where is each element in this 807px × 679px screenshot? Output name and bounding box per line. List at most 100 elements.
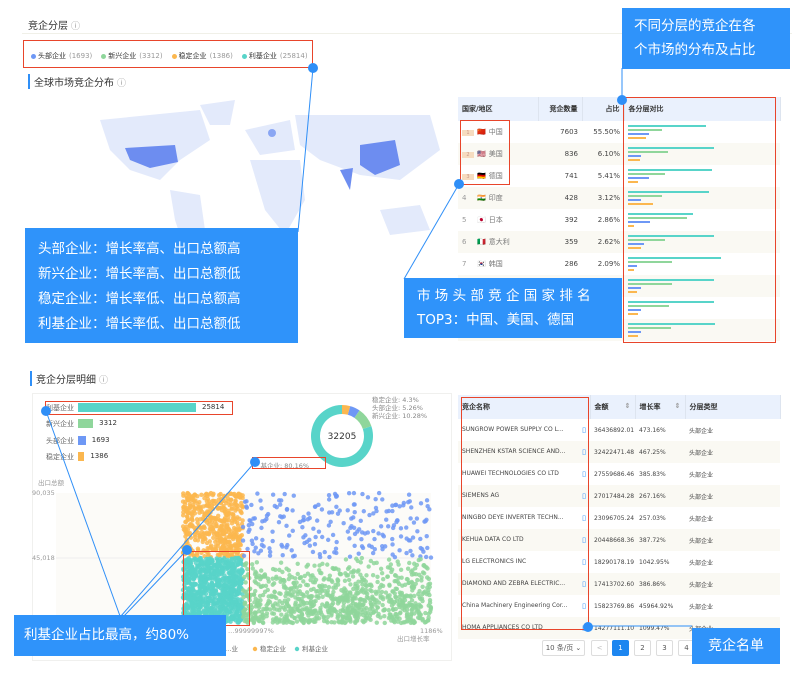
tier-compare-bar xyxy=(628,331,642,333)
detail-icon[interactable]: ▯ xyxy=(582,448,586,456)
prev-page-button[interactable]: < xyxy=(591,640,608,656)
detail-icon[interactable]: ▯ xyxy=(582,470,586,478)
sort-icon[interactable]: ⇕ xyxy=(624,402,631,410)
country-row[interactable]: 5 🇯🇵 日本 392 2.86% xyxy=(458,209,780,231)
detail-icon[interactable]: ▯ xyxy=(582,514,586,522)
legend-label[interactable]: 利基企业 xyxy=(248,52,277,60)
scatter-point xyxy=(298,574,304,580)
scatter-legend-item[interactable]: 稳定企业 xyxy=(260,644,287,653)
scatter-point xyxy=(208,490,214,496)
company-name[interactable]: HUAWEI TECHNOLOGIES CO LTD xyxy=(462,470,559,477)
scatter-point xyxy=(368,611,374,616)
company-name[interactable]: SUNGROW POWER SUPPLY CO L... xyxy=(462,426,564,433)
country-row[interactable] xyxy=(458,297,780,319)
sort-icon[interactable]: ⇕ xyxy=(674,402,681,410)
scatter-point xyxy=(327,554,332,560)
company-row[interactable]: DIAMOND AND ZEBRA ELECTRIC... ▯ 17413702.6… xyxy=(458,573,780,595)
country-row[interactable]: 1 🇨🇳 中国 7603 55.50% xyxy=(458,121,780,143)
legend-label[interactable]: 新兴企业 xyxy=(108,52,137,60)
scatter-point xyxy=(410,553,415,558)
scatter-legend-item[interactable]: 利基企业 xyxy=(302,644,329,653)
legend-label[interactable]: 稳定企业 xyxy=(178,52,207,60)
company-name[interactable]: SIEMENS AG xyxy=(462,492,500,499)
scatter-point xyxy=(347,614,352,619)
info-icon[interactable]: ⓘ xyxy=(71,22,81,32)
tier-cell: 头部企业 xyxy=(689,603,714,611)
country-row[interactable]: 2 🇺🇸 美国 836 6.10% xyxy=(458,143,780,165)
info-icon[interactable]: ⓘ xyxy=(117,79,127,89)
detail-icon[interactable]: ▯ xyxy=(582,426,586,434)
country-row[interactable]: 3 🇩🇪 德国 741 5.41% xyxy=(458,165,780,187)
country-row[interactable]: 7 🇰🇷 韩国 286 2.09% xyxy=(458,253,780,275)
tier-compare-bar xyxy=(628,261,673,263)
tier-cell: 头部企业 xyxy=(685,573,780,595)
scatter-point xyxy=(353,593,358,598)
company-row[interactable]: KEHUA DATA CO LTD ▯ 20448668.36 387.72% 头部企业 xyxy=(458,529,780,551)
scatter-point xyxy=(321,577,326,582)
scatter-point xyxy=(380,497,385,502)
tier-compare-bar xyxy=(628,203,654,205)
company-row[interactable]: HUAWEI TECHNOLOGIES CO LTD ▯ 27559686.46 38… xyxy=(458,463,780,485)
scatter-point xyxy=(181,504,186,510)
scatter-point xyxy=(300,592,306,597)
page-3-button[interactable]: 3 xyxy=(656,640,673,656)
scatter-point xyxy=(418,536,423,542)
detail-icon[interactable]: ▯ xyxy=(582,602,586,610)
scatter-point xyxy=(254,560,260,565)
bar-新兴企业[interactable] xyxy=(78,419,94,429)
scatter-point xyxy=(313,598,318,604)
company-row[interactable]: SHENZHEN KSTAR SCIENCE AND... ▯ 32422471.4… xyxy=(458,441,780,463)
scatter-point xyxy=(348,619,353,624)
scatter-point xyxy=(183,519,188,525)
scatter-point xyxy=(347,611,352,616)
detail-icon[interactable]: ▯ xyxy=(582,536,586,544)
company-name[interactable]: LG ELECTRONICS INC xyxy=(462,558,527,565)
company-row[interactable]: SUNGROW POWER SUPPLY CO L... ▯ 36436892.01… xyxy=(458,419,780,441)
share-cell: 2.09% xyxy=(597,260,620,268)
company-name[interactable]: DIAMOND AND ZEBRA ELECTRIC... xyxy=(462,580,566,587)
company-name[interactable]: KEHUA DATA CO LTD xyxy=(462,536,524,543)
scatter-point xyxy=(231,513,236,519)
scatter-legend-item[interactable]: …业 xyxy=(225,644,239,653)
country-row[interactable]: 6 🇮🇹 意大利 359 2.62% xyxy=(458,231,780,253)
scatter-point xyxy=(364,594,370,600)
company-row[interactable]: NINGBO DEYE INVERTER TECHN... ▯ 23096705.2… xyxy=(458,507,780,529)
bar-利基企业[interactable] xyxy=(78,403,196,412)
company-name[interactable]: NINGBO DEYE INVERTER TECHN... xyxy=(462,514,564,521)
bar-稳定企业[interactable] xyxy=(78,451,85,461)
company-row[interactable]: China Machinery Engineering Cor... ▯ 15823… xyxy=(458,595,780,617)
scatter-point xyxy=(278,560,284,565)
page-size-select[interactable]: 10 条/页 ⌄ xyxy=(542,640,585,656)
scatter-point xyxy=(373,496,378,502)
scatter-point xyxy=(407,560,412,566)
company-name[interactable]: HOMA APPLIANCES CO LTD xyxy=(462,624,543,631)
company-row[interactable]: LG ELECTRONICS INC ▯ 18290178.19 1042.95% 头部… xyxy=(458,551,780,573)
scatter-point xyxy=(381,534,387,539)
country-row[interactable]: 4 🇮🇳 印度 428 3.12% xyxy=(458,187,780,209)
company-row[interactable]: SIEMENS AG ▯ 27017484.28 267.16% 头部企业 xyxy=(458,485,780,507)
col-amount[interactable]: 金额 ⇕ xyxy=(590,395,636,419)
legend-label[interactable]: 头部企业 xyxy=(38,52,66,60)
company-name[interactable]: SHENZHEN KSTAR SCIENCE AND... xyxy=(462,448,566,455)
scatter-point xyxy=(236,619,242,624)
count-cell: 392 xyxy=(564,216,578,224)
page-1-button[interactable]: 1 xyxy=(612,640,629,656)
col-country[interactable]: 国家/地区 xyxy=(458,97,539,121)
donut-slice[interactable] xyxy=(347,406,360,418)
y-tick: 45,018 xyxy=(32,554,55,562)
page-2-button[interactable]: 2 xyxy=(634,640,651,656)
detail-icon[interactable]: ▯ xyxy=(582,492,586,500)
scatter-point xyxy=(360,582,365,587)
info-icon[interactable]: ⓘ xyxy=(99,376,109,386)
detail-icon[interactable]: ▯ xyxy=(582,558,586,566)
country-name: 中国 xyxy=(488,128,503,136)
bar-头部企业[interactable] xyxy=(78,435,86,445)
tier-cell: 头部企业 xyxy=(689,559,714,567)
company-name[interactable]: China Machinery Engineering Cor... xyxy=(462,602,568,609)
detail-icon[interactable]: ▯ xyxy=(582,580,586,588)
donut-slice[interactable] xyxy=(354,410,372,429)
donut-slice[interactable] xyxy=(342,405,351,415)
scatter-point xyxy=(291,493,296,498)
col-growth[interactable]: 增长率 ⇕ xyxy=(635,395,686,419)
col-count[interactable]: 竞企数量 xyxy=(538,97,583,121)
